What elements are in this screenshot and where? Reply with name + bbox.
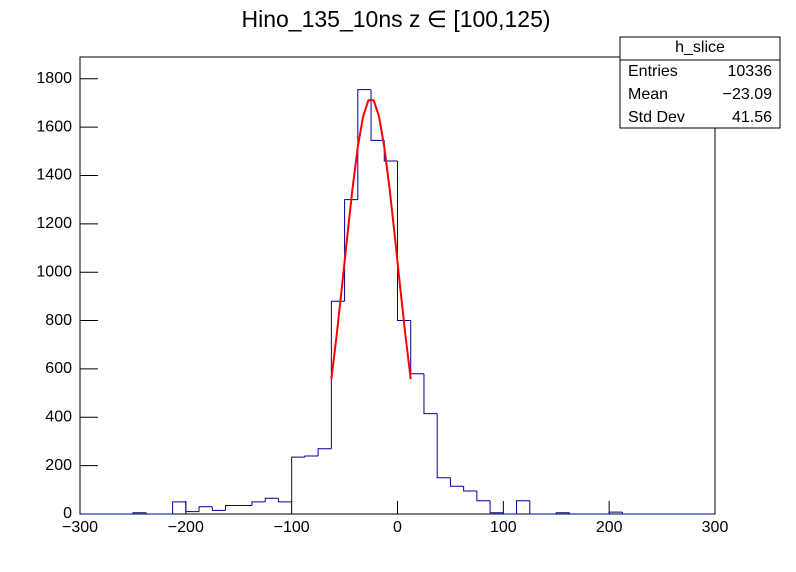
x-tick-label: 300 — [702, 519, 729, 536]
fit-curve — [330, 99, 412, 380]
stats-border — [619, 36, 781, 129]
stats-label: Entries — [628, 63, 678, 80]
hist-bin — [370, 89, 385, 141]
hist-bin — [225, 505, 239, 511]
stats-value: 41.56 — [732, 109, 772, 126]
y-tick-label: 400 — [45, 408, 72, 425]
x-tick-label: −100 — [274, 519, 310, 536]
hist-bin — [476, 491, 491, 502]
hist-bin — [172, 501, 186, 514]
y-tick-label: 600 — [45, 360, 72, 377]
hist-bin — [198, 506, 213, 512]
hist-bin — [529, 500, 544, 515]
hist-bin — [132, 512, 147, 514]
y-tick-label: 1600 — [36, 118, 72, 135]
hist-bin — [264, 497, 279, 502]
y-tick-label: 1400 — [36, 167, 72, 184]
hist-bin — [608, 511, 623, 514]
y-tick-label: 1800 — [36, 70, 72, 87]
y-tick-label: 800 — [45, 312, 72, 329]
hist-bin — [436, 413, 451, 479]
y-tick-label: 1200 — [36, 215, 72, 232]
x-tick-label: −300 — [62, 519, 98, 536]
hist-bin — [277, 498, 292, 503]
hist-bin — [211, 506, 226, 511]
hist-bin — [502, 512, 517, 515]
hist-bin — [516, 500, 530, 514]
hist-bin — [304, 455, 319, 458]
x-tick-label: 200 — [596, 519, 623, 536]
stats-value: 10336 — [728, 63, 773, 80]
hist-bin — [251, 501, 266, 506]
x-tick-label: −200 — [168, 519, 204, 536]
hist-bin — [145, 512, 160, 515]
hist-bin — [397, 160, 411, 322]
x-tick-label: 100 — [490, 519, 517, 536]
hist-bin — [291, 456, 305, 502]
stats-value: −23.09 — [723, 86, 772, 103]
y-tick-label: 0 — [63, 505, 72, 522]
y-tick-label: 200 — [45, 457, 72, 474]
hist-bin — [357, 89, 372, 200]
hist-bin — [317, 448, 332, 456]
hist-bin — [621, 512, 636, 515]
y-tick-label: 1000 — [36, 263, 72, 280]
x-tick-label: 0 — [393, 519, 402, 536]
hist-bin — [449, 477, 464, 487]
stats-box: h_slice Entries 10336 Mean −23.09 Std De… — [619, 36, 781, 129]
stats-title: h_slice — [675, 39, 725, 56]
hist-bin — [568, 512, 583, 515]
stats-label: Mean — [628, 86, 668, 103]
hist-bin — [185, 501, 200, 513]
stats-label: Std Dev — [628, 109, 685, 126]
hist-bin — [463, 486, 477, 492]
hist-bin — [423, 373, 438, 415]
hist-bin — [489, 500, 504, 514]
hist-bin — [555, 512, 570, 514]
chart-title: Hino_135_10ns z ∈ [100,125) — [241, 6, 550, 32]
